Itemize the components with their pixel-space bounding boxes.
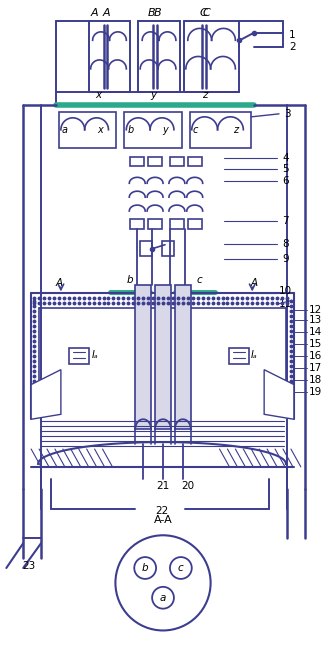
Text: 17: 17: [309, 363, 322, 373]
Text: 13: 13: [309, 315, 322, 325]
Text: 6: 6: [282, 176, 289, 186]
Bar: [148, 157, 162, 166]
Text: 15: 15: [309, 339, 322, 349]
Text: x: x: [98, 125, 103, 135]
Bar: [140, 241, 152, 256]
Text: C: C: [200, 8, 208, 18]
Text: Iₐ: Iₐ: [251, 350, 258, 360]
Bar: [188, 157, 202, 166]
Text: A-A: A-A: [154, 515, 172, 525]
Text: 20: 20: [181, 481, 194, 491]
Text: z: z: [202, 90, 207, 100]
Text: 2: 2: [289, 43, 295, 53]
Text: A: A: [103, 8, 110, 18]
Bar: [59, 112, 116, 148]
Bar: [148, 219, 162, 229]
Text: A: A: [91, 8, 98, 18]
Text: b: b: [142, 563, 148, 573]
Text: y: y: [150, 90, 156, 100]
Bar: [162, 241, 174, 256]
Text: 10: 10: [279, 286, 292, 296]
Text: a: a: [160, 593, 166, 603]
Polygon shape: [264, 370, 294, 420]
Text: 12: 12: [309, 305, 322, 315]
Text: c: c: [193, 125, 198, 135]
Bar: [170, 219, 184, 229]
Text: c: c: [197, 276, 203, 286]
Text: 14: 14: [309, 327, 322, 337]
Text: 4: 4: [282, 153, 289, 163]
Text: C: C: [203, 8, 211, 18]
Text: 11: 11: [279, 299, 292, 309]
Text: 16: 16: [309, 351, 322, 361]
Text: 5: 5: [282, 165, 289, 174]
Bar: [130, 157, 144, 166]
Text: 7: 7: [282, 216, 289, 226]
Text: 19: 19: [309, 386, 322, 396]
Bar: [190, 112, 251, 148]
Bar: [188, 219, 202, 229]
Text: x: x: [95, 90, 102, 100]
Bar: [155, 286, 171, 429]
Bar: [170, 157, 184, 166]
Bar: [135, 286, 151, 429]
Text: 18: 18: [309, 374, 322, 384]
Text: 3: 3: [284, 109, 291, 119]
Text: 9: 9: [282, 254, 289, 264]
Text: A: A: [55, 278, 63, 288]
Bar: [229, 348, 249, 364]
Text: 1: 1: [289, 29, 295, 39]
Text: b: b: [127, 125, 134, 135]
Text: B: B: [147, 8, 155, 18]
Bar: [69, 348, 89, 364]
Text: z: z: [233, 125, 238, 135]
Bar: [124, 112, 182, 148]
Text: Iₐ: Iₐ: [92, 350, 99, 360]
Bar: [175, 286, 191, 429]
Text: b: b: [127, 276, 134, 286]
Text: B: B: [153, 8, 161, 18]
Text: 22: 22: [155, 506, 169, 516]
Text: y: y: [162, 125, 168, 135]
Bar: [130, 219, 144, 229]
Text: 23: 23: [22, 561, 36, 571]
Polygon shape: [31, 370, 61, 420]
Text: 8: 8: [282, 238, 289, 249]
Text: 21: 21: [156, 481, 170, 491]
Text: c: c: [178, 563, 184, 573]
Text: a: a: [62, 125, 68, 135]
Text: A: A: [251, 278, 258, 288]
